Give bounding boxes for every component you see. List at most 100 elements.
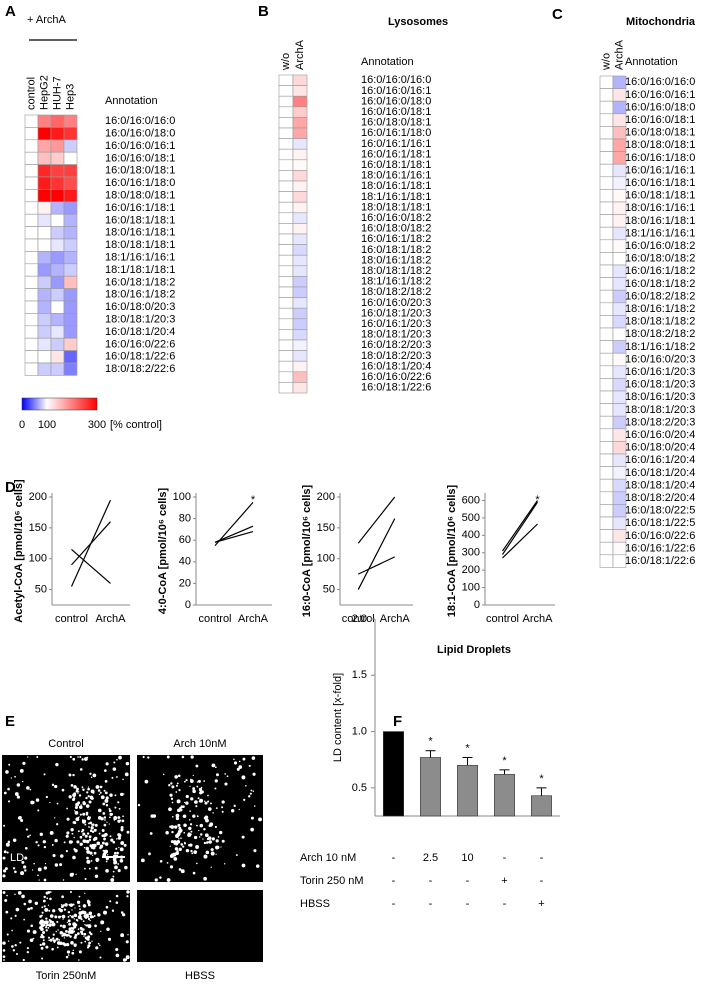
bar xyxy=(383,731,404,817)
row-label: 16:0/18:1/18:1 xyxy=(361,159,431,171)
image-label: Torin 250nM xyxy=(36,970,97,982)
heatmap-cell xyxy=(599,365,614,379)
heatmap-cell xyxy=(292,201,308,214)
x-tick-label: control xyxy=(198,613,231,625)
speckle xyxy=(58,907,62,911)
speckle xyxy=(95,829,97,831)
heatmap-cell xyxy=(292,170,308,182)
speckle xyxy=(59,924,63,927)
column-label: HUH-7 xyxy=(51,76,63,110)
heatmap-cell xyxy=(50,300,65,314)
y-tick-label: 1.5 xyxy=(352,669,367,681)
heatmap-cell xyxy=(599,327,614,341)
speckle xyxy=(3,791,7,795)
speckle xyxy=(221,839,225,843)
speckle xyxy=(39,832,43,836)
speckle xyxy=(86,915,89,918)
speckle xyxy=(190,849,193,853)
speckle xyxy=(233,761,238,765)
speckle xyxy=(178,826,182,830)
speckle xyxy=(72,757,76,761)
row-label: 18:0/18:1/20:3 xyxy=(105,314,175,326)
speckle xyxy=(166,861,169,864)
speckle xyxy=(114,854,119,859)
speckle xyxy=(80,928,82,930)
significance-marker: * xyxy=(465,742,470,754)
speckle xyxy=(115,947,119,952)
heatmap-cell xyxy=(63,288,78,302)
speckle xyxy=(73,848,76,851)
speckle xyxy=(44,862,47,865)
row-label: 16:0/16:0/16:0 xyxy=(625,76,695,88)
heatmap-cell xyxy=(292,265,308,277)
speckle xyxy=(195,845,200,849)
heatmap-cell xyxy=(278,265,294,277)
speckle xyxy=(86,850,91,854)
row-label: 16:0/16:0/18:1 xyxy=(105,152,175,164)
row-label: 16:0/18:0/18:1 xyxy=(625,127,695,139)
speckle xyxy=(92,773,97,778)
speckle xyxy=(56,823,59,826)
y-tick-label: 1.0 xyxy=(352,725,367,737)
speckle xyxy=(67,930,71,934)
heatmap-cell xyxy=(24,300,39,314)
speckle xyxy=(62,932,67,937)
speckle xyxy=(88,838,92,842)
speckle xyxy=(233,758,235,761)
heatmap-cell xyxy=(292,307,308,320)
speckle xyxy=(210,866,212,868)
speckle xyxy=(89,795,94,800)
row-label: 18:0/18:0/18:1 xyxy=(105,190,175,202)
column-label: ArchA xyxy=(294,39,306,70)
speckle xyxy=(196,815,199,818)
heatmap-cell xyxy=(50,176,65,190)
series-line xyxy=(357,496,396,544)
speckle xyxy=(117,836,121,840)
speckle xyxy=(72,855,76,860)
speckle xyxy=(198,801,200,803)
row-label: 16:0/16:0/20:4 xyxy=(625,429,695,441)
heatmap-cell xyxy=(24,325,39,339)
heatmap-cell xyxy=(278,117,294,129)
speckle xyxy=(87,917,91,921)
speckle xyxy=(32,930,37,935)
speckle xyxy=(75,873,77,876)
heatmap-cell xyxy=(599,403,614,417)
speckle xyxy=(93,851,97,855)
speckle xyxy=(21,860,25,864)
speckle xyxy=(91,830,95,834)
speckle xyxy=(60,904,63,906)
speckle xyxy=(47,904,50,906)
row-label: 16:0/16:1/20:3 xyxy=(625,366,695,378)
heatmap-cell xyxy=(50,350,65,364)
row-label: 16:0/18:1/20:4 xyxy=(361,360,431,372)
speckle xyxy=(118,846,120,849)
y-tick-label: 40 xyxy=(179,556,191,568)
speckle xyxy=(203,800,206,802)
row-label: 16:0/18:1/22:5 xyxy=(625,517,695,529)
speckle xyxy=(105,804,109,807)
speckle xyxy=(84,834,88,838)
heatmap-cell xyxy=(63,362,78,376)
heatmap-cell xyxy=(24,114,39,128)
heatmap-cell xyxy=(24,263,39,277)
speckle xyxy=(95,946,99,950)
row-label: 16:0/16:0/18:0 xyxy=(625,101,695,113)
speckle xyxy=(42,930,46,935)
speckle xyxy=(94,924,97,928)
heatmap-cell xyxy=(37,362,52,376)
y-tick-label: 100 xyxy=(173,491,191,503)
speckle xyxy=(24,846,28,850)
speckle xyxy=(52,937,55,940)
speckle xyxy=(180,869,185,874)
speckle xyxy=(84,877,87,881)
speckle xyxy=(48,923,52,927)
heatmap-cell xyxy=(37,213,52,227)
speckle xyxy=(105,869,109,873)
speckle xyxy=(4,898,8,902)
row-label: 16:0/18:1/22:6 xyxy=(361,382,431,394)
speckle xyxy=(115,847,118,850)
speckle xyxy=(82,904,87,908)
speckle xyxy=(41,906,44,909)
speckle xyxy=(59,863,63,867)
